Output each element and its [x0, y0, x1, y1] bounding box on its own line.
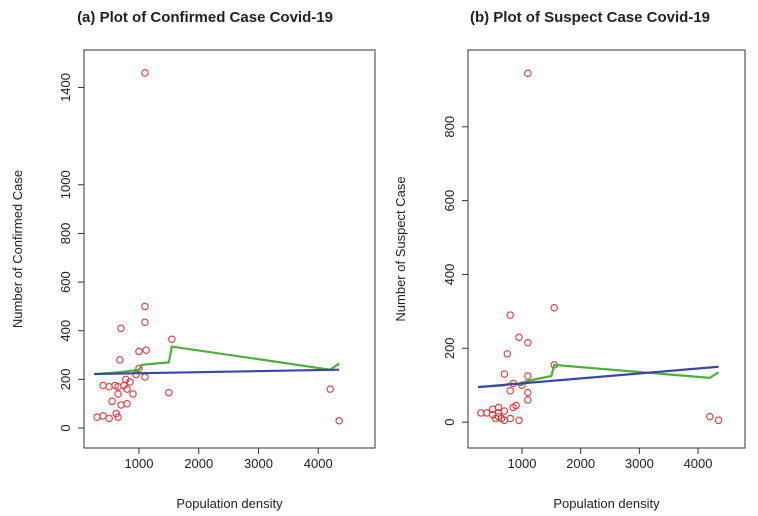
data-point	[477, 409, 485, 417]
x-axis-label: Population density	[176, 496, 283, 511]
data-point	[141, 302, 149, 311]
data-point	[117, 324, 125, 333]
data-point	[117, 401, 125, 409]
data-point	[132, 370, 140, 379]
data-point	[112, 409, 121, 418]
data-point	[524, 388, 532, 397]
data-point	[129, 390, 137, 398]
data-point	[335, 417, 343, 425]
data-point	[509, 403, 517, 412]
data-point	[506, 414, 515, 423]
y-tick-label: 600	[58, 271, 73, 293]
y-tick-label: 1000	[58, 170, 73, 199]
data-point	[524, 339, 532, 347]
trend-line	[94, 368, 340, 376]
data-point	[524, 69, 532, 78]
y-tick-label: 600	[442, 190, 457, 212]
data-point	[123, 399, 131, 408]
data-point	[494, 403, 503, 412]
y-tick-label: 0	[442, 419, 457, 426]
data-point	[506, 311, 515, 319]
y-axis-label: Number of Suspect Case	[393, 176, 408, 321]
data-point	[114, 413, 122, 421]
data-point	[141, 318, 149, 326]
plot-frame	[83, 49, 376, 449]
data-point	[135, 364, 143, 373]
data-point	[142, 346, 150, 354]
y-tick-label: 200	[442, 337, 457, 359]
data-point	[524, 372, 532, 380]
x-tick-label: 1000	[125, 456, 154, 471]
data-point	[141, 373, 149, 381]
data-point	[105, 382, 113, 391]
data-point	[500, 370, 509, 378]
data-point	[326, 385, 334, 393]
data-point	[524, 396, 532, 404]
x-tick-label: 2000	[566, 456, 595, 471]
y-tick-label: 200	[58, 369, 73, 391]
data-point	[114, 390, 122, 398]
y-tick-label: 400	[442, 264, 457, 286]
x-tick-label: 3000	[625, 456, 654, 471]
x-axis-label: Population density	[553, 496, 660, 511]
x-tick-label: 3000	[244, 456, 273, 471]
data-point	[108, 397, 116, 406]
y-tick-label: 1400	[58, 73, 73, 102]
data-point	[99, 381, 107, 390]
data-point	[503, 350, 512, 358]
trend-line	[477, 365, 719, 389]
data-point	[165, 389, 173, 397]
y-axis-label: Number of Confirmed Case	[10, 170, 25, 328]
data-point	[714, 416, 723, 425]
data-point	[550, 303, 559, 312]
x-tick-label: 2000	[184, 456, 213, 471]
data-point	[116, 356, 124, 364]
y-tick-label: 400	[58, 320, 73, 342]
y-tick-label: 800	[442, 116, 457, 138]
data-point	[99, 412, 107, 420]
x-tick-label: 4000	[684, 456, 713, 471]
plot-frame	[467, 49, 746, 449]
data-point	[93, 413, 101, 421]
data-point	[515, 333, 523, 341]
data-point	[506, 387, 515, 395]
chart-title: (a) Plot of Confirmed Case Covid-19	[77, 9, 333, 26]
trend-line	[94, 345, 340, 376]
data-point	[515, 416, 523, 425]
y-tick-label: 800	[58, 223, 73, 245]
data-point	[135, 347, 143, 356]
data-point	[141, 69, 149, 77]
x-tick-label: 4000	[304, 456, 333, 471]
data-point	[126, 378, 134, 386]
chart-title: (b) Plot of Suspect Case Covid-19	[470, 9, 710, 26]
data-point	[168, 335, 176, 344]
x-tick-label: 1000	[508, 456, 537, 471]
y-tick-label: 0	[58, 424, 73, 431]
data-point	[706, 412, 714, 421]
